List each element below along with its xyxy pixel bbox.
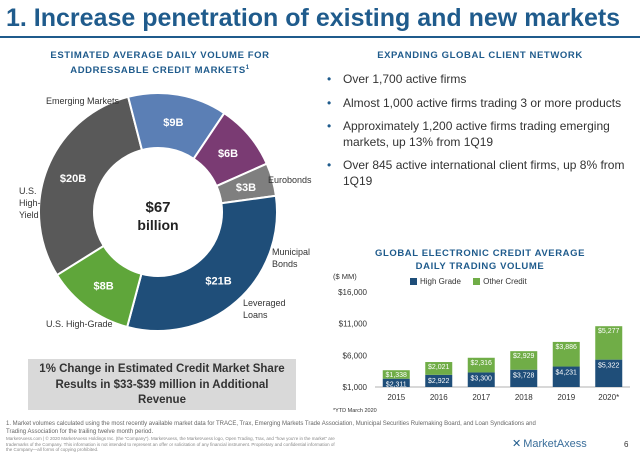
donut-segment-5 [55,244,143,329]
bullet-item: • Over 1,700 active firms [327,72,467,86]
bullet-dot-icon: • [327,95,332,110]
bar-value-label: $1,338 [386,372,408,379]
chart-legend: High Grade Other Credit [410,277,537,286]
donut-heading-line2: ADDRESSABLE CREDIT MARKETS1 [70,65,250,77]
bar-other-credit [552,341,580,367]
legend-item-high-grade: High Grade [410,277,461,286]
label-eurobonds: Eurobonds [268,175,312,185]
bar-value-label: $3,728 [513,373,535,380]
x-tick-label: 2019 [557,393,575,402]
x-tick-label: 2015 [387,393,405,402]
bar-value-label: $2,316 [471,360,493,367]
network-bullet-list: • Over 1,700 active firms • Almost 1,000 a… [327,72,632,197]
bar-value-label: $5,277 [598,328,620,335]
donut-segment-label-3: $3B [236,182,256,194]
chart-title: GLOBAL ELECTRONIC CREDIT AVERAGE DAILY T… [374,248,586,272]
y-tick-label: $16,000 [338,288,367,297]
donut-segment-label-0: $20B [60,173,86,185]
y-tick-label: $11,000 [339,320,368,329]
label-municipal-bonds: Municipal Bonds [272,247,311,269]
title-underline [0,36,640,38]
y-tick-label: $1,000 [343,383,368,392]
bar-other-credit [425,362,453,375]
logo-mark-icon: ✕ [512,438,522,450]
bar-high-grade [595,359,623,387]
y-tick-label: $6,000 [343,351,368,360]
bullet-dot-icon: • [327,158,332,172]
donut-heading: ESTIMATED AVERAGE DAILY VOLUME FOR ADDRE… [40,49,280,77]
bullet-dot-icon: • [327,119,332,133]
bullet-item: • Approximately 1,200 active firms tradin… [327,119,610,149]
bar-value-label: $5,322 [598,363,620,370]
donut-center-unit: billion [137,217,178,233]
donut-center-value: $67 [145,199,170,216]
bar-other-credit [382,370,410,379]
footnote: 1. Market volumes calculated using the m… [6,421,536,452]
bar-other-credit [467,357,495,373]
bullet-dot-icon: • [327,72,332,86]
bar-other-credit [595,326,623,360]
donut-segment-label-4: $21B [205,276,231,288]
label-leveraged-loans: Leveraged Loans [243,298,286,320]
donut-segment-label-1: $9B [163,117,183,129]
label-emerging-markets: Emerging Markets [46,96,120,106]
label-us-high-grade: U.S. High-Grade [46,319,113,329]
label-us-high-yield: U.S. High- Yield [19,186,41,220]
donut-chart: $20B $9B $6B $3B $21B $8B $67 billion [38,92,278,332]
x-tick-label: 2018 [515,393,533,402]
bar-value-label: $3,300 [471,375,493,382]
volume-bar-chart: $1,000 $6,000 $11,000 $16,000 $2,311 $1,338 20… [338,288,630,402]
bar-high-grade [467,372,495,387]
donut-segment-4 [125,194,278,332]
bar-value-label: $3,886 [556,344,578,351]
bullet-item: • Almost 1,000 active firms trading 3 or … [327,95,622,110]
bar-high-grade [425,374,453,387]
donut-segment-0 [38,95,144,277]
bar-value-label: $2,922 [428,378,450,385]
marketaxess-logo: ✕ MarketAxess [512,438,587,450]
page-number: 6 [624,440,629,449]
donut-heading-line1: ESTIMATED AVERAGE DAILY VOLUME FOR [50,50,270,61]
x-tick-label: 2017 [472,393,490,402]
chart-note: *YTD March 2020 [333,408,377,414]
bar-other-credit [510,351,538,370]
market-share-callout: 1% Change in Estimated Credit Market Sha… [28,359,296,410]
donut-segment-label-2: $6B [218,148,238,160]
x-tick-label: 2020* [598,393,619,402]
bar-high-grade [510,369,538,387]
donut-segment-label-5: $8B [93,281,113,293]
bar-value-label: $4,231 [556,370,578,377]
bar-value-label: $2,929 [513,353,535,360]
network-heading: EXPANDING GLOBAL CLIENT NETWORK [377,50,583,61]
bullet-item: • Over 845 active international client fi… [327,158,625,188]
bar-high-grade [552,366,580,387]
x-tick-label: 2016 [430,393,448,402]
chart-y-unit: ($ MM) [333,272,357,281]
legend-item-other-credit: Other Credit [473,277,527,286]
footnote-marker: 1 [245,65,250,71]
bar-value-label: $2,021 [428,364,450,371]
page-title: 1. Increase penetration of existing and … [6,4,621,32]
bar-high-grade [382,378,410,387]
bar-value-label: $2,311 [386,382,407,389]
